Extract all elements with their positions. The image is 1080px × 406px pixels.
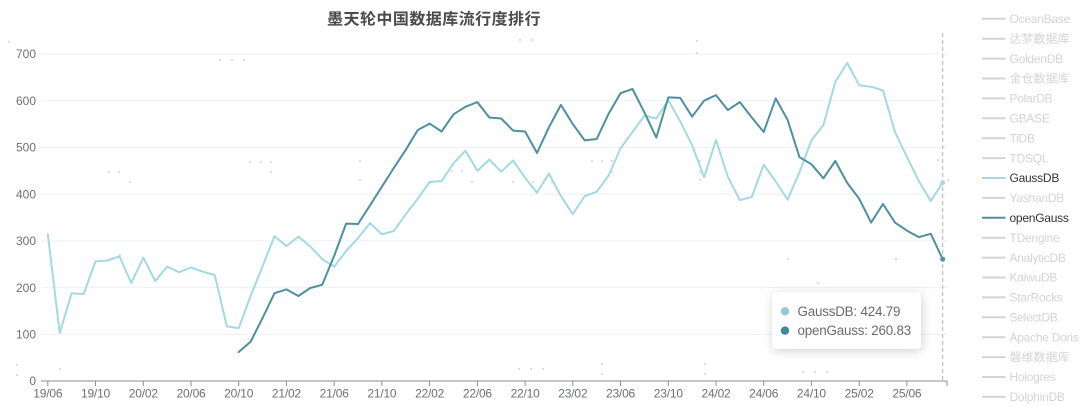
svg-text:100: 100	[16, 328, 36, 342]
svg-text:500: 500	[16, 141, 36, 155]
svg-text:20/10: 20/10	[224, 387, 254, 401]
svg-text:GBASE: GBASE	[1010, 112, 1050, 126]
svg-text:YashanDB: YashanDB	[1010, 191, 1065, 205]
svg-text:25/02: 25/02	[845, 387, 875, 401]
svg-text:23/10: 23/10	[654, 387, 684, 401]
svg-text:24/02: 24/02	[701, 387, 731, 401]
svg-text:Apache Doris: Apache Doris	[1010, 330, 1079, 344]
svg-text:openGauss: openGauss	[1010, 211, 1069, 225]
svg-text:OceanBase: OceanBase	[1010, 12, 1071, 26]
svg-text:GaussDB: GaussDB	[1010, 171, 1060, 185]
svg-text:GaussDB: 424.79: GaussDB: 424.79	[798, 304, 901, 319]
svg-text:21/06: 21/06	[320, 387, 350, 401]
svg-text:TiDB: TiDB	[1010, 131, 1035, 145]
svg-text:0: 0	[29, 374, 36, 388]
svg-text:SelectDB: SelectDB	[1010, 311, 1058, 325]
svg-text:PolarDB: PolarDB	[1010, 92, 1053, 106]
svg-text:19/06: 19/06	[33, 387, 63, 401]
svg-text:22/06: 22/06	[463, 387, 493, 401]
svg-text:19/10: 19/10	[81, 387, 111, 401]
svg-text:AnalyticDB: AnalyticDB	[1010, 251, 1066, 265]
svg-text:23/02: 23/02	[558, 387, 588, 401]
svg-text:200: 200	[16, 281, 36, 295]
svg-text:23/06: 23/06	[606, 387, 636, 401]
svg-text:TDengine: TDengine	[1010, 231, 1061, 245]
svg-text:Hologres: Hologres	[1010, 370, 1056, 384]
svg-text:22/10: 22/10	[511, 387, 541, 401]
svg-text:700: 700	[16, 47, 36, 61]
svg-text:GoldenDB: GoldenDB	[1010, 52, 1064, 66]
svg-text:20/06: 20/06	[176, 387, 206, 401]
svg-text:DolphinDB: DolphinDB	[1010, 390, 1065, 404]
svg-text:StarRocks: StarRocks	[1010, 291, 1063, 305]
svg-text:400: 400	[16, 187, 36, 201]
svg-text:300: 300	[16, 234, 36, 248]
svg-text:25/06: 25/06	[892, 387, 922, 401]
svg-text:TDSQL: TDSQL	[1010, 151, 1049, 165]
svg-text:600: 600	[16, 94, 36, 108]
svg-text:21/10: 21/10	[367, 387, 397, 401]
svg-text:22/02: 22/02	[415, 387, 445, 401]
svg-text:21/02: 21/02	[272, 387, 302, 401]
svg-text:24/06: 24/06	[749, 387, 779, 401]
svg-text:20/02: 20/02	[129, 387, 159, 401]
svg-text:24/10: 24/10	[797, 387, 827, 401]
svg-text:KaiwuDB: KaiwuDB	[1010, 271, 1058, 285]
svg-text:openGauss: 260.83: openGauss: 260.83	[798, 323, 912, 338]
